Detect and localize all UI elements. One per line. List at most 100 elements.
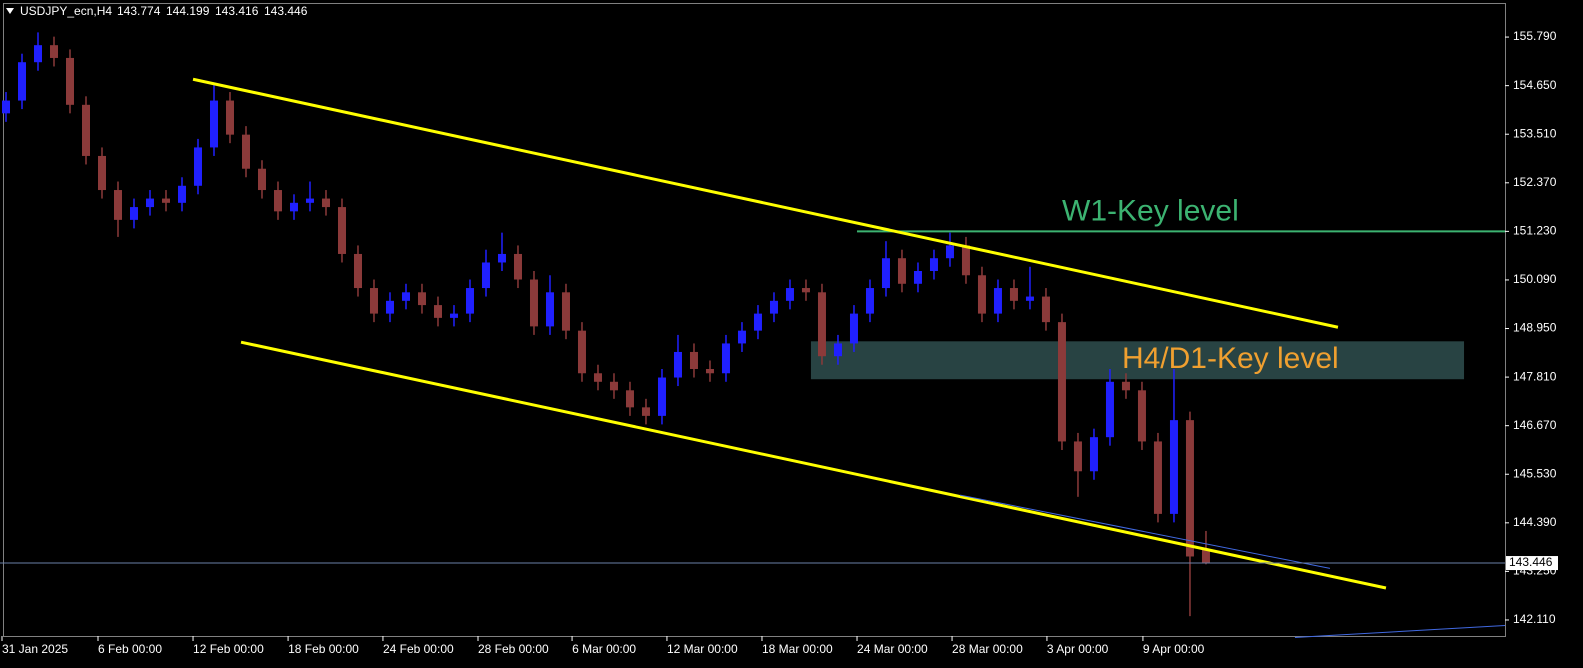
- candle-body: [497, 253, 506, 263]
- candle-body: [881, 258, 890, 289]
- candle-body: [1, 100, 10, 114]
- y-tick-label: 153.510: [1513, 126, 1557, 140]
- y-tick-label: 154.650: [1513, 78, 1557, 92]
- candle-body: [417, 292, 426, 306]
- x-tick-label: 24 Mar 00:00: [857, 642, 928, 656]
- candle-body: [769, 300, 778, 314]
- candle-body: [801, 288, 810, 293]
- candle-body: [705, 369, 714, 374]
- header-close: 143.446: [264, 4, 308, 18]
- candle-body: [257, 168, 266, 191]
- header-open: 143.774: [117, 4, 161, 18]
- candle-body: [305, 198, 314, 203]
- candle-body: [177, 185, 186, 203]
- candle-body: [1041, 296, 1050, 323]
- candle-body: [1153, 441, 1162, 514]
- candle-body: [817, 292, 826, 357]
- x-tick-label: 9 Apr 00:00: [1143, 642, 1205, 656]
- candle-body: [785, 288, 794, 301]
- x-tick-label: 18 Mar 00:00: [762, 642, 833, 656]
- trendline: [959, 494, 1331, 569]
- candle-body: [577, 330, 586, 374]
- candle-body: [721, 343, 730, 374]
- candle-body: [385, 300, 394, 314]
- current-price-label: 143.446: [1509, 555, 1553, 569]
- candle-body: [545, 292, 554, 327]
- y-tick-label: 151.230: [1513, 224, 1557, 238]
- candle-body: [49, 45, 58, 58]
- chart-title: USDJPY_ecn,H4: [20, 4, 112, 18]
- x-tick-label: 3 Apr 00:00: [1047, 642, 1109, 656]
- candle-body: [977, 275, 986, 314]
- candle-body: [369, 288, 378, 314]
- x-tick-label: 28 Mar 00:00: [952, 642, 1023, 656]
- candle-body: [465, 288, 474, 314]
- candle-body: [929, 258, 938, 271]
- candle-body: [321, 198, 330, 208]
- candle-body: [1073, 441, 1082, 472]
- x-tick-label: 18 Feb 00:00: [288, 642, 359, 656]
- x-tick-label: 6 Mar 00:00: [572, 642, 636, 656]
- candle-body: [561, 292, 570, 331]
- candle-body: [737, 330, 746, 344]
- candle-body: [689, 351, 698, 370]
- candle-body: [1169, 420, 1178, 514]
- menu-arrow[interactable]: [6, 8, 14, 14]
- trendline: [240, 340, 1387, 590]
- y-tick-label: 144.390: [1513, 515, 1557, 529]
- candle-body: [593, 373, 602, 382]
- x-tick-label: 12 Mar 00:00: [667, 642, 738, 656]
- key-level-label: W1-Key level: [1062, 194, 1239, 227]
- current-price-badge: [1506, 556, 1558, 571]
- y-tick-label: 142.110: [1513, 612, 1556, 626]
- candle-body: [673, 351, 682, 378]
- candle-body: [657, 377, 666, 416]
- candle-body: [481, 262, 490, 289]
- x-tick-label: 28 Feb 00:00: [478, 642, 549, 656]
- candle-body: [337, 207, 346, 254]
- candle-body: [193, 147, 202, 186]
- plot-frame: [3, 3, 1506, 637]
- candle-body: [833, 343, 842, 357]
- x-tick-label: 24 Feb 00:00: [383, 642, 454, 656]
- candle-body: [81, 104, 90, 156]
- candle-body: [33, 45, 42, 63]
- x-tick-label: 31 Jan 2025: [2, 642, 68, 656]
- candle-body: [1089, 437, 1098, 472]
- y-tick-label: 147.810: [1513, 369, 1557, 383]
- y-tick-label: 155.790: [1513, 29, 1557, 43]
- candle-body: [129, 207, 138, 220]
- candle-body: [913, 270, 922, 284]
- y-tick-label: 148.950: [1513, 321, 1557, 335]
- header-high: 144.199: [166, 4, 210, 18]
- candle-body: [753, 313, 762, 331]
- trendline: [1294, 625, 1506, 638]
- y-tick-label: 145.530: [1513, 466, 1557, 480]
- candle-body: [161, 198, 170, 203]
- candle-body: [401, 292, 410, 301]
- x-tick-label: 12 Feb 00:00: [193, 642, 264, 656]
- header-low: 143.416: [215, 4, 259, 18]
- candle-body: [1137, 390, 1146, 442]
- candle-body: [1121, 381, 1130, 391]
- candle-body: [897, 258, 906, 284]
- candle-body: [625, 390, 634, 408]
- candles: [1, 32, 1210, 617]
- key-zone: [810, 341, 1465, 380]
- candle-body: [865, 288, 874, 314]
- candle-body: [609, 381, 618, 391]
- candle-body: [289, 202, 298, 212]
- candle-body: [529, 279, 538, 327]
- candle-body: [993, 288, 1002, 314]
- candle-body: [513, 253, 522, 280]
- candle-body: [225, 100, 234, 135]
- zone-label: H4/D1-Key level: [1122, 342, 1339, 375]
- candle-body: [241, 134, 250, 169]
- candle-body: [961, 245, 970, 276]
- candle-body: [1185, 420, 1194, 557]
- candle-body: [273, 190, 282, 212]
- candle-body: [641, 407, 650, 416]
- candle-body: [1057, 322, 1066, 442]
